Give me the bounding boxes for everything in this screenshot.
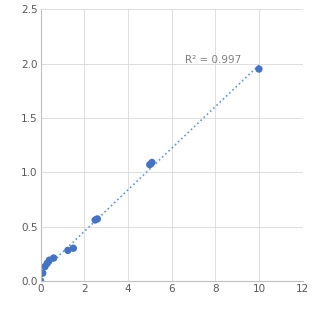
Point (45, 261, 50, 266)
Point (95, 217, 100, 222)
Point (47, 258, 52, 263)
Point (51, 256, 56, 261)
Point (147, 162, 152, 167)
Point (93, 217, 98, 222)
Point (40, 271, 45, 276)
Text: R² = 0.997: R² = 0.997 (185, 56, 241, 66)
Point (256, 66, 261, 71)
Point (38, 278, 43, 283)
Point (42, 264, 47, 269)
Point (71, 246, 76, 251)
Point (66, 248, 71, 253)
Point (149, 160, 154, 165)
